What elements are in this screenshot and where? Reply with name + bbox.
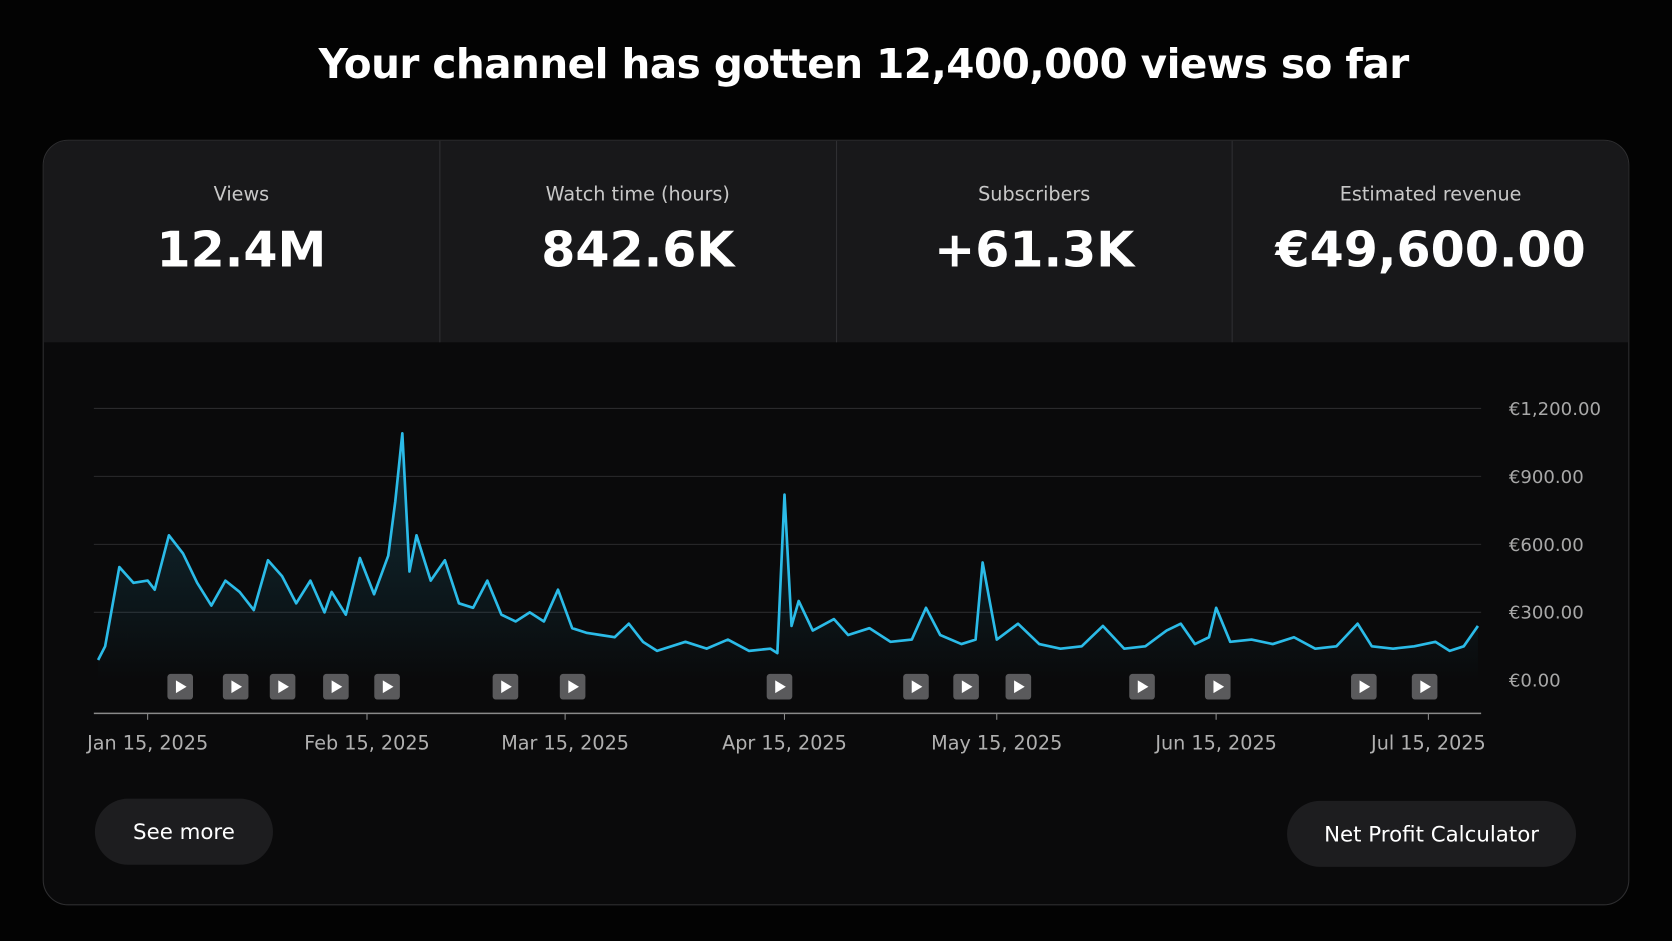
y-tick-label: €0.00 [1509,671,1561,692]
video-marker-icon [1420,680,1432,694]
stat-value: +61.3K [934,220,1135,279]
stat-value: 12.4M [156,220,327,279]
video-marker-icon [501,680,512,694]
x-tick-label: Jun 15, 2025 [1154,732,1277,755]
see-more-button[interactable]: See more [94,798,273,865]
stat-label: Estimated revenue [1339,183,1522,206]
y-tick-label: €300.00 [1509,603,1584,624]
x-tick-label: Jan 15, 2025 [86,732,208,755]
video-marker-icon [1359,680,1371,694]
stat-label: Views [213,183,270,206]
video-marker-icon [911,680,923,694]
page-title: Your channel has gotten 12,400,000 views… [318,40,1410,88]
video-marker-icon [775,680,786,694]
video-marker-icon [175,680,187,694]
video-marker-icon [568,680,580,694]
area-fill [98,433,1478,681]
stat-label: Watch time (hours) [545,183,730,206]
stat: Subscribers +61.3K [837,140,1233,343]
video-marker-icon [382,680,394,694]
revenue-line [96,432,1480,661]
video-marker-icon [961,680,973,694]
video-marker-icon [331,680,343,694]
stat-value: €49,600.00 [1275,220,1586,279]
calculator-button[interactable]: Net Profit Calculator [1287,800,1577,867]
stat-value: 842.6K [541,220,735,279]
stat-label: Subscribers [978,183,1091,206]
x-tick-label: May 15, 2025 [931,732,1062,755]
video-marker-icon [1213,680,1225,694]
stat: Estimated revenue €49,600.00 [1233,141,1628,343]
x-tick-label: Jul 15, 2025 [1370,732,1486,755]
x-tick-label: Apr 15, 2025 [722,732,847,755]
x-tick-label: Mar 15, 2025 [501,732,629,755]
video-marker-icon [1137,680,1149,694]
stat: Watch time (hours) 842.6K [440,140,837,343]
video-marker-icon [1014,680,1025,694]
y-tick-label: €900.00 [1509,467,1584,488]
x-tick-label: Feb 15, 2025 [304,732,430,755]
stats-row: Views 12.4M Watch time (hours) 842.6K Subs… [43,140,1629,343]
video-marker-icon [278,680,289,694]
stat: Views 12.4M [44,140,441,343]
y-tick-label: €600.00 [1509,535,1584,556]
y-tick-label: €1,200.00 [1509,399,1601,420]
video-marker-icon [231,680,243,694]
analytics-card: Views 12.4M Watch time (hours) 842.6K Subs… [42,139,1630,906]
